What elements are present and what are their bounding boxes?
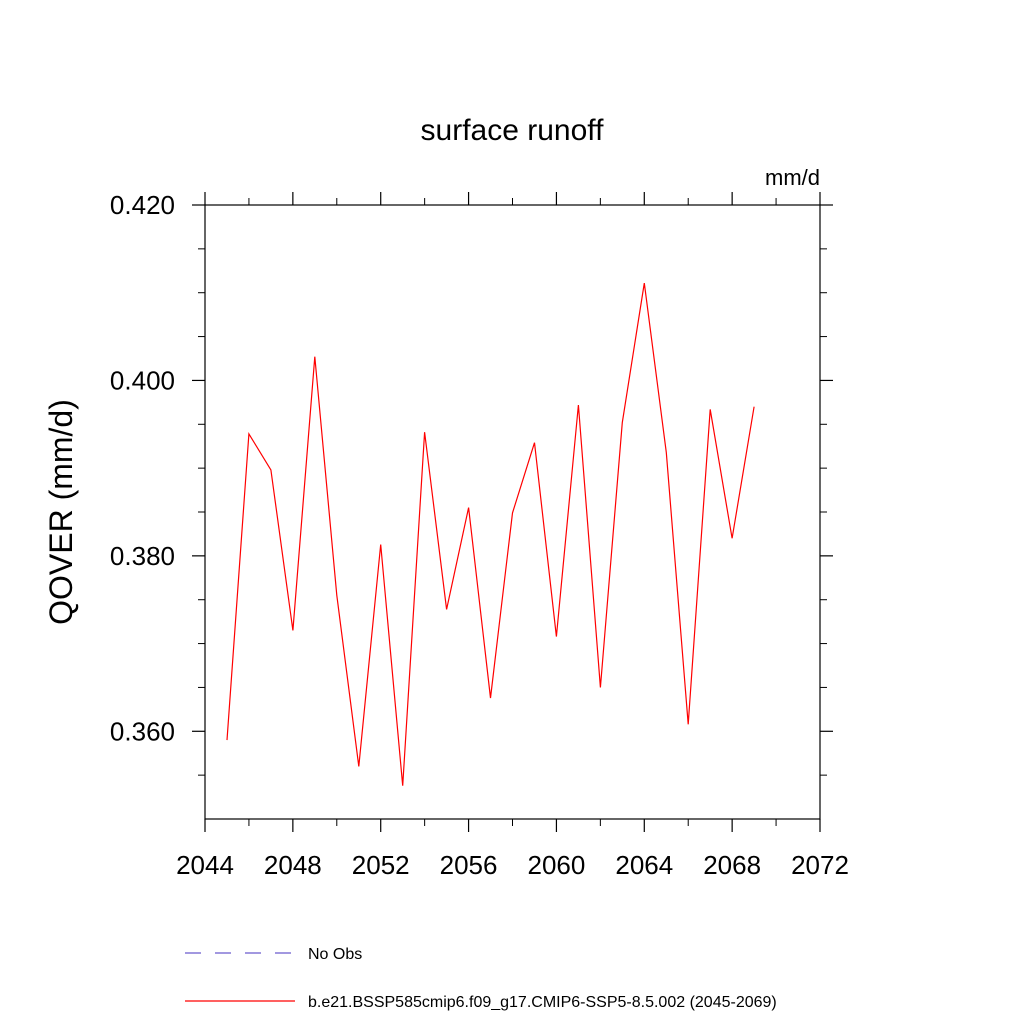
series-layer [226, 283, 755, 786]
axes: 2044 2048 2052 2056 2060 2064 2068 2072 0.360 0.3… [110, 190, 849, 880]
x-tick-label: 2072 [791, 850, 849, 880]
legend-label: No Obs [308, 946, 362, 963]
y-tick-label: 0.400 [110, 365, 175, 395]
series-line [226, 283, 755, 786]
chart-title: surface runoff [421, 114, 605, 147]
x-tick-label: 2048 [264, 850, 322, 880]
y-tick-label: 0.420 [110, 190, 175, 220]
legend-label: b.e21.BSSP585cmip6.f09_g17.CMIP6-SSP5-8.… [308, 994, 777, 1011]
x-tick-label: 2064 [615, 850, 673, 880]
x-tick-label: 2068 [703, 850, 761, 880]
y-tick-label: 0.360 [110, 716, 175, 746]
legend: No Obs b.e21.BSSP585cmip6.f09_g17.CMIP6-S… [185, 946, 777, 1011]
x-tick-label: 2060 [528, 850, 586, 880]
x-tick-label: 2052 [352, 850, 410, 880]
x-tick-label: 2044 [176, 850, 234, 880]
units-label: mm/d [765, 165, 820, 190]
y-axis-label: QOVER (mm/d) [43, 399, 79, 625]
y-tick-label: 0.380 [110, 541, 175, 571]
x-tick-label: 2056 [440, 850, 498, 880]
